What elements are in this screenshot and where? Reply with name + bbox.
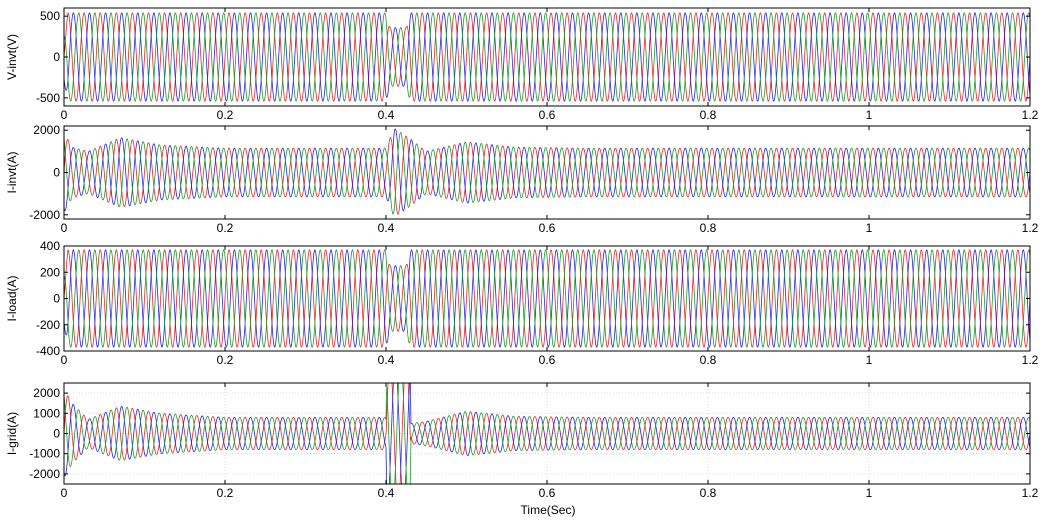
x-tick-label: 0.2 [217, 108, 234, 122]
y-tick-label: -2000 [29, 467, 60, 481]
x-tick-label: 0 [61, 108, 68, 122]
x-tick-label: 0.6 [539, 221, 556, 235]
x-tick-label: 0.8 [700, 486, 717, 500]
x-axis-label: Time(Sec) [521, 503, 576, 517]
x-tick-label: 0.2 [217, 221, 234, 235]
x-tick-label: 0.8 [700, 221, 717, 235]
y-axis-label: I-grid(A) [5, 412, 19, 455]
series-line [64, 128, 1030, 212]
y-tick-label: 200 [40, 265, 60, 279]
chart-panel: 0 0.2 0.4 0.6 0.8 1 1.2 -400 -200 0 200 400 I-load(A… [5, 239, 1039, 367]
x-tick-label: 1.2 [1022, 353, 1039, 367]
series-line [64, 249, 1030, 348]
x-tick-label: 0 [61, 353, 68, 367]
x-tick-label: 0.6 [539, 486, 556, 500]
x-tick-label: 0.4 [378, 486, 395, 500]
y-tick-label: -400 [36, 344, 60, 358]
chart-panel: 0 0.2 0.4 0.6 0.8 1 1.2 -2000 -1000 0 1000 2000 I-gr… [5, 382, 1039, 500]
x-tick-label: 0.8 [700, 108, 717, 122]
x-tick-label: 0.4 [378, 108, 395, 122]
y-tick-label: 1000 [33, 406, 60, 420]
y-tick-label: 0 [53, 292, 60, 306]
y-tick-label: -500 [36, 91, 60, 105]
y-tick-label: 0 [53, 166, 60, 180]
series-line [64, 249, 1030, 348]
x-tick-label: 0.6 [539, 353, 556, 367]
y-tick-label: 500 [40, 9, 60, 23]
x-tick-label: 0 [61, 486, 68, 500]
y-tick-label: 400 [40, 239, 60, 253]
x-tick-label: 1.2 [1022, 108, 1039, 122]
series-line [64, 249, 1030, 348]
x-tick-label: 0.8 [700, 353, 717, 367]
x-tick-label: 0 [61, 221, 68, 235]
series-line [64, 383, 1030, 484]
series-line [64, 383, 1030, 484]
x-tick-label: 1.2 [1022, 221, 1039, 235]
y-tick-label: 2000 [33, 123, 60, 137]
y-tick-label: 0 [53, 50, 60, 64]
y-axis-label: I-invt(A) [5, 151, 19, 193]
y-axis-label: V-invt(V) [5, 34, 19, 80]
y-tick-label: 2000 [33, 386, 60, 400]
x-tick-label: 0.4 [378, 353, 395, 367]
x-tick-label: 1 [866, 221, 873, 235]
x-tick-label: 1 [866, 486, 873, 500]
x-tick-label: 0.4 [378, 221, 395, 235]
x-tick-label: 0.6 [539, 108, 556, 122]
y-tick-label: -200 [36, 318, 60, 332]
x-tick-label: 1 [866, 108, 873, 122]
series-line [64, 383, 1030, 484]
y-tick-label: 0 [53, 427, 60, 441]
x-tick-label: 0.2 [217, 486, 234, 500]
y-tick-label: -2000 [29, 208, 60, 222]
series-line [64, 132, 1030, 215]
x-tick-label: 1.2 [1022, 486, 1039, 500]
series-line [64, 12, 1030, 102]
x-tick-label: 1 [866, 353, 873, 367]
series-line [64, 135, 1030, 215]
y-tick-label: -1000 [29, 447, 60, 461]
series-line [64, 12, 1030, 102]
series-line [64, 12, 1030, 102]
y-axis-label: I-load(A) [5, 275, 19, 321]
x-tick-label: 0.2 [217, 353, 234, 367]
